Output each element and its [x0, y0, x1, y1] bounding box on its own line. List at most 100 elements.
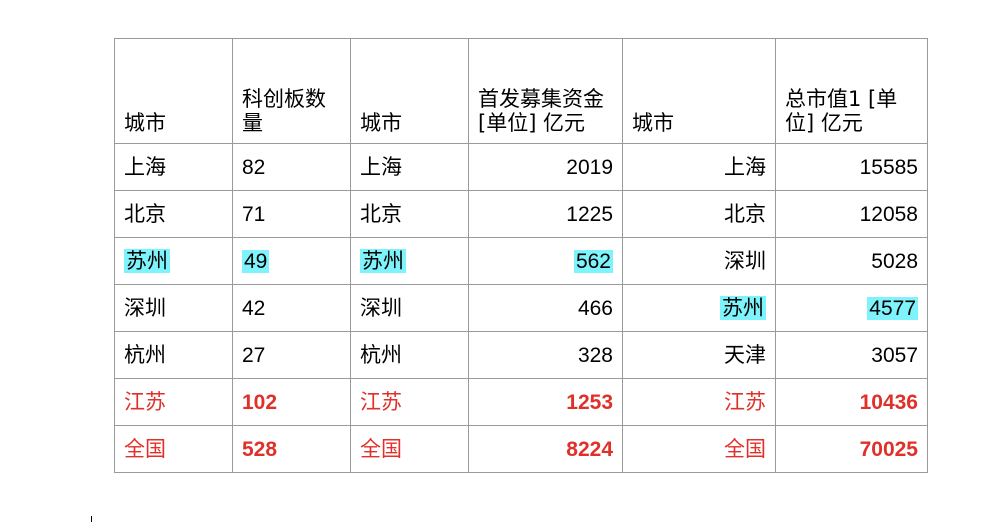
city-cell: 全国 [114, 425, 233, 473]
city-cell: 苏州 [350, 237, 469, 285]
count-cell: 27 [232, 331, 351, 379]
header-city-3: 城市 [622, 38, 776, 144]
header-star-market-count: 科创板数量 [232, 38, 351, 144]
table-row: 上海 82 上海 2019 上海 15585 [114, 143, 928, 191]
summary-row-national: 全国 528 全国 8224 全国 70025 [114, 425, 928, 473]
summary-ipo-funds-value: 8224 [566, 437, 613, 461]
market-cap-cell: 4577 [775, 284, 928, 332]
city-cell: 深圳 [114, 284, 233, 332]
summary-city-text: 全国 [360, 437, 402, 461]
city-cell: 上海 [622, 143, 776, 191]
count-cell: 71 [232, 190, 351, 238]
summary-ipo-funds-value: 1253 [566, 390, 613, 414]
city-text: 杭州 [360, 343, 402, 367]
market-cap-cell: 3057 [775, 331, 928, 379]
ipo-funds-value: 2019 [566, 155, 613, 179]
city-text: 天津 [724, 343, 766, 367]
count-value: 71 [242, 202, 266, 226]
market-cap-value: 15585 [859, 155, 918, 179]
city-text: 北京 [124, 202, 166, 226]
count-value: 42 [242, 296, 266, 320]
city-cell: 全国 [622, 425, 776, 473]
summary-market-cap-value: 10436 [859, 390, 918, 414]
city-cell: 北京 [114, 190, 233, 238]
ipo-funds-cell: 1225 [468, 190, 623, 238]
header-city-1: 城市 [114, 38, 233, 144]
ipo-funds-cell: 466 [468, 284, 623, 332]
market-cap-cell: 10436 [775, 378, 928, 426]
count-value: 27 [242, 343, 266, 367]
header-row: 城市 科创板数量 城市 首发募集资金[单位] 亿元 城市 总市值1 [单位] 亿… [114, 38, 928, 144]
highlighted-city-text: 苏州 [124, 249, 170, 273]
city-cell: 天津 [622, 331, 776, 379]
city-cell: 江苏 [622, 378, 776, 426]
count-cell: 49 [232, 237, 351, 285]
ipo-funds-value: 466 [577, 296, 613, 320]
market-cap-value: 5028 [871, 249, 918, 273]
city-text: 上海 [360, 155, 402, 179]
city-cell: 苏州 [114, 237, 233, 285]
market-cap-value: 3057 [871, 343, 918, 367]
city-cell: 上海 [350, 143, 469, 191]
city-cell: 全国 [350, 425, 469, 473]
count-cell: 102 [232, 378, 351, 426]
table-row: 苏州 49 苏州 562 深圳 5028 [114, 237, 928, 285]
city-text: 上海 [724, 155, 766, 179]
summary-market-cap-value: 70025 [859, 437, 918, 461]
count-value: 82 [242, 155, 266, 179]
market-cap-cell: 5028 [775, 237, 928, 285]
count-cell: 42 [232, 284, 351, 332]
summary-count-value: 528 [242, 437, 278, 461]
city-cell: 深圳 [350, 284, 469, 332]
highlighted-city-text: 苏州 [360, 249, 406, 273]
table-body: 上海 82 上海 2019 上海 15585 北京 71 北京 1225 北京 … [114, 143, 928, 473]
table-row: 深圳 42 深圳 466 苏州 4577 [114, 284, 928, 332]
summary-city-text: 江苏 [124, 390, 166, 414]
text-cursor [91, 516, 92, 522]
city-text: 深圳 [360, 296, 402, 320]
city-stats-table: 城市 科创板数量 城市 首发募集资金[单位] 亿元 城市 总市值1 [单位] 亿… [114, 38, 928, 473]
ipo-funds-value: 328 [577, 343, 613, 367]
city-text: 深圳 [124, 296, 166, 320]
city-text: 杭州 [124, 343, 166, 367]
city-cell: 北京 [350, 190, 469, 238]
market-cap-value: 12058 [859, 202, 918, 226]
header-market-cap: 总市值1 [单位] 亿元 [775, 38, 928, 144]
count-cell: 82 [232, 143, 351, 191]
table-row: 北京 71 北京 1225 北京 12058 [114, 190, 928, 238]
ipo-funds-cell: 8224 [468, 425, 623, 473]
summary-city-text: 江苏 [360, 390, 402, 414]
city-cell: 杭州 [114, 331, 233, 379]
city-cell: 杭州 [350, 331, 469, 379]
highlighted-market-cap-value: 4577 [867, 296, 918, 320]
city-cell: 江苏 [350, 378, 469, 426]
market-cap-cell: 12058 [775, 190, 928, 238]
market-cap-cell: 70025 [775, 425, 928, 473]
market-cap-cell: 15585 [775, 143, 928, 191]
city-text: 上海 [124, 155, 166, 179]
ipo-funds-cell: 1253 [468, 378, 623, 426]
ipo-funds-value: 1225 [566, 202, 613, 226]
table-row: 杭州 27 杭州 328 天津 3057 [114, 331, 928, 379]
ipo-funds-cell: 2019 [468, 143, 623, 191]
city-text: 深圳 [724, 249, 766, 273]
table-header: 城市 科创板数量 城市 首发募集资金[单位] 亿元 城市 总市值1 [单位] 亿… [114, 38, 928, 144]
ipo-funds-cell: 328 [468, 331, 623, 379]
summary-city-text: 江苏 [724, 390, 766, 414]
header-ipo-funds: 首发募集资金[单位] 亿元 [468, 38, 623, 144]
highlighted-count-value: 49 [242, 249, 270, 273]
summary-city-text: 全国 [124, 437, 166, 461]
summary-row-jiangsu: 江苏 102 江苏 1253 江苏 10436 [114, 378, 928, 426]
summary-count-value: 102 [242, 390, 278, 414]
count-cell: 528 [232, 425, 351, 473]
header-city-2: 城市 [350, 38, 469, 144]
city-text: 北京 [360, 202, 402, 226]
city-cell: 苏州 [622, 284, 776, 332]
city-cell: 上海 [114, 143, 233, 191]
highlighted-city-text: 苏州 [720, 296, 766, 320]
city-text: 北京 [724, 202, 766, 226]
city-cell: 北京 [622, 190, 776, 238]
summary-city-text: 全国 [724, 437, 766, 461]
highlighted-ipo-funds-value: 562 [573, 249, 613, 273]
city-cell: 江苏 [114, 378, 233, 426]
